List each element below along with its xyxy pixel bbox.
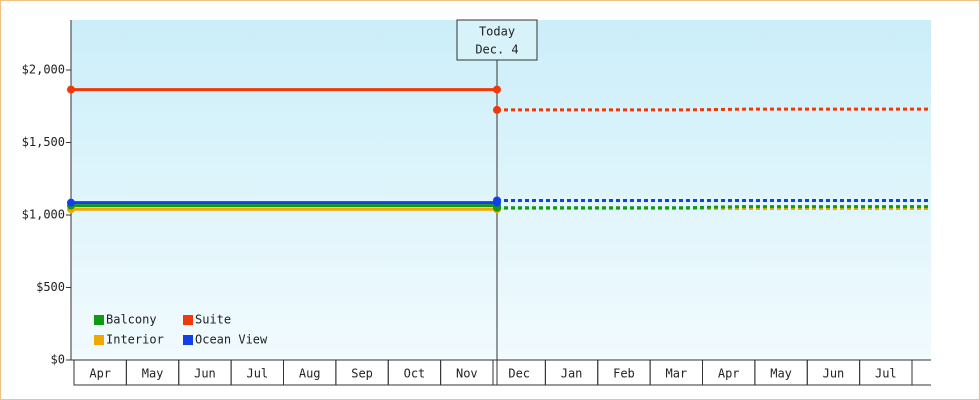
legend-swatch	[94, 335, 104, 345]
x-tick-label: Mar	[665, 367, 687, 381]
x-tick-label: Jul	[246, 367, 268, 381]
y-tick-label: $500	[36, 280, 65, 294]
x-tick-label: Nov	[456, 367, 478, 381]
legend-label: Balcony	[106, 313, 157, 327]
legend-label: Ocean View	[195, 333, 268, 347]
x-tick-label: Dec	[508, 367, 530, 381]
plot-area	[71, 20, 931, 360]
x-tick-label: Jul	[875, 367, 897, 381]
x-tick-label: Apr	[89, 367, 111, 381]
x-tick-label: May	[142, 367, 164, 381]
x-tick-label: May	[770, 367, 792, 381]
x-tick-label: Sep	[351, 367, 373, 381]
x-tick-label: Jun	[194, 367, 216, 381]
legend-swatch	[94, 315, 104, 325]
x-tick-label: Feb	[613, 367, 635, 381]
today-box	[456, 19, 538, 61]
today-date: Dec. 4	[475, 43, 518, 57]
forecast-line	[497, 205, 931, 210]
legend-label: Suite	[195, 313, 231, 327]
forecast-dot	[493, 196, 501, 205]
x-cell	[859, 359, 913, 386]
today-label: Today	[479, 25, 515, 39]
y-tick-label: $1,000	[22, 208, 65, 222]
y-tick-label: $2,000	[22, 63, 65, 77]
y-tick-label: $1,500	[22, 135, 65, 149]
x-tick-label: Apr	[718, 367, 740, 381]
legend-swatch	[183, 335, 193, 345]
x-tick-label: Jun	[823, 367, 845, 381]
x-tick-label: Oct	[404, 367, 426, 381]
price-dot	[493, 85, 501, 94]
legend-swatch	[183, 315, 193, 325]
forecast-line	[497, 107, 931, 112]
forecast-dot	[493, 105, 501, 114]
x-tick-label: Aug	[299, 367, 321, 381]
price-dot	[67, 85, 75, 94]
legend-label: Interior	[106, 333, 164, 347]
y-tick-label: $0	[51, 353, 65, 367]
x-tick-label: Jan	[561, 367, 583, 381]
price-dot	[67, 198, 75, 207]
